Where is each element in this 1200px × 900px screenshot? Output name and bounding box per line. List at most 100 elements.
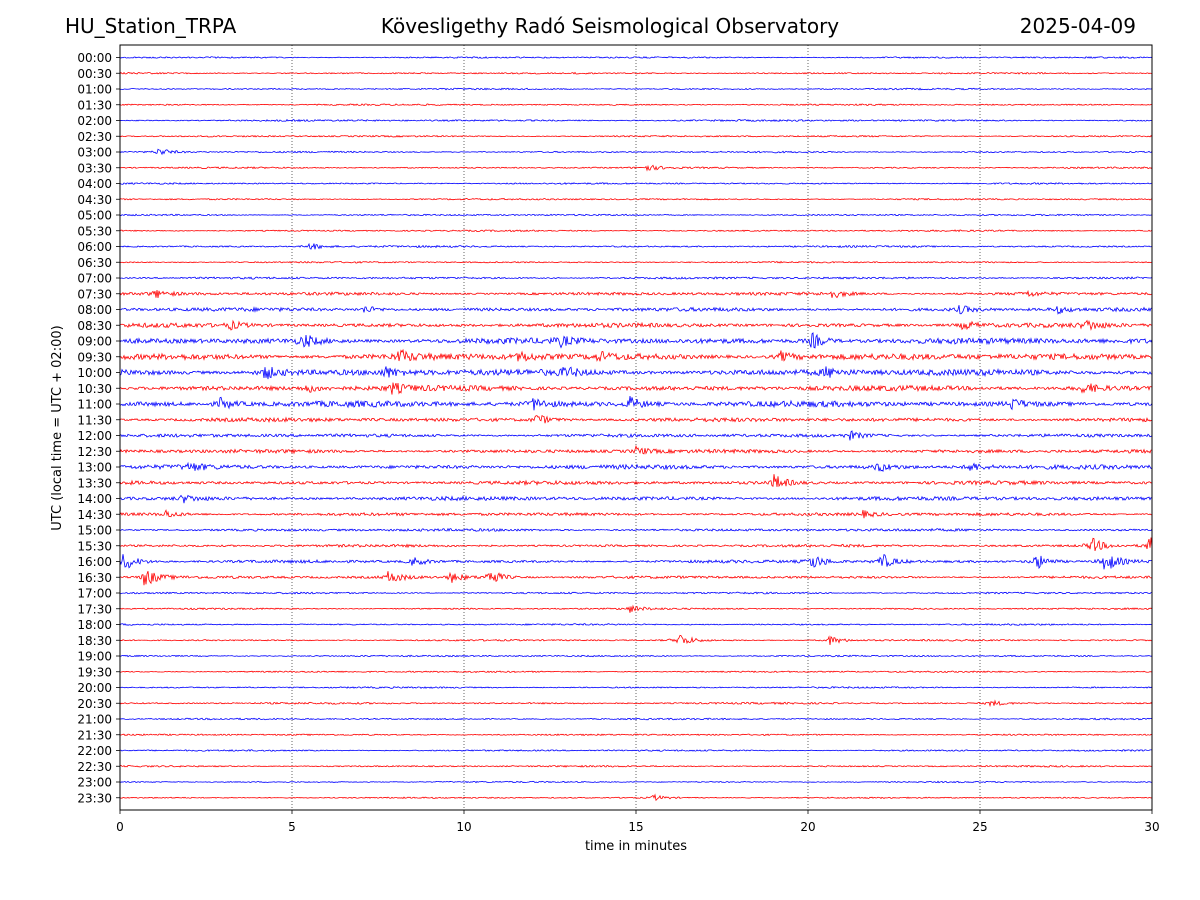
row-label: 08:00	[77, 303, 112, 317]
seismogram-traces	[119, 56, 1153, 802]
trace-1400	[119, 494, 1153, 504]
y-axis-label: UTC (local time = UTC + 02:00)	[50, 325, 65, 530]
time-grid	[291, 45, 981, 810]
row-label: 23:00	[77, 776, 112, 790]
trace-1130	[119, 414, 1153, 424]
row-label: 22:00	[77, 744, 112, 758]
row-label: 16:00	[77, 555, 112, 569]
trace-2130	[119, 733, 1153, 737]
row-label: 06:00	[77, 240, 112, 254]
row-label: 05:00	[77, 209, 112, 223]
trace-2100	[119, 717, 1153, 721]
trace-0600	[119, 242, 1153, 250]
row-label: 10:30	[77, 382, 112, 396]
row-label: 18:00	[77, 618, 112, 632]
row-label: 21:00	[77, 713, 112, 727]
trace-1800	[119, 623, 1153, 626]
row-label: 00:30	[77, 67, 112, 81]
row-label: 20:00	[77, 681, 112, 695]
row-label: 09:30	[77, 350, 112, 364]
row-label: 02:00	[77, 114, 112, 128]
row-label: 19:00	[77, 650, 112, 664]
trace-0200	[119, 118, 1153, 123]
trace-1930	[119, 670, 1153, 674]
row-label: 01:00	[77, 83, 112, 97]
row-label: 08:30	[77, 319, 112, 333]
row-label: 02:30	[77, 130, 112, 144]
row-label: 15:00	[77, 524, 112, 538]
row-label: 00:00	[77, 51, 112, 65]
row-label: 16:30	[77, 571, 112, 585]
observatory-title: Kövesligethy Radó Seismological Observat…	[380, 14, 840, 38]
trace-1630	[119, 571, 1153, 586]
row-label: 07:00	[77, 272, 112, 286]
trace-0300	[119, 148, 1153, 156]
x-tick-label: 10	[456, 820, 471, 834]
trace-1530	[119, 537, 1153, 552]
row-label: 18:30	[77, 634, 112, 648]
x-tick-label: 0	[116, 820, 124, 834]
trace-0700	[119, 276, 1153, 280]
row-label: 14:30	[77, 508, 112, 522]
trace-1100	[119, 395, 1153, 411]
trace-0230	[119, 134, 1153, 138]
row-label: 09:00	[77, 335, 112, 349]
trace-2000	[119, 686, 1153, 689]
trace-0800	[119, 305, 1153, 315]
x-axis-label: time in minutes	[585, 839, 687, 854]
trace-1430	[119, 509, 1153, 519]
trace-1230	[119, 444, 1153, 455]
x-tick-label: 20	[800, 820, 815, 834]
row-label: 06:30	[77, 256, 112, 270]
trace-0000	[119, 56, 1153, 59]
trace-1900	[119, 654, 1153, 658]
row-label: 23:30	[77, 791, 112, 805]
trace-0400	[119, 182, 1153, 185]
trace-1600	[119, 553, 1153, 570]
trace-0100	[119, 87, 1153, 91]
row-label: 01:30	[77, 98, 112, 112]
trace-2200	[119, 749, 1153, 752]
trace-2230	[119, 764, 1153, 768]
row-label: 15:30	[77, 539, 112, 553]
trace-1000	[119, 366, 1153, 380]
trace-0330	[119, 164, 1153, 172]
row-label: 19:30	[77, 665, 112, 679]
x-tick-label: 30	[1144, 820, 1159, 834]
row-label: 11:30	[77, 413, 112, 427]
x-tick-label: 5	[288, 820, 296, 834]
trace-2330	[119, 793, 1153, 802]
row-label: 22:30	[77, 760, 112, 774]
trace-0930	[119, 348, 1153, 362]
row-label: 13:30	[77, 476, 112, 490]
trace-0430	[119, 197, 1153, 201]
trace-0500	[119, 213, 1153, 217]
trace-2300	[119, 780, 1153, 784]
trace-0130	[119, 103, 1153, 107]
x-axis-ticks: 0 5 10 15 20 25 30	[116, 810, 1160, 834]
row-label: 12:00	[77, 429, 112, 443]
trace-1700	[119, 591, 1153, 595]
station-name: HU_Station_TRPA	[65, 14, 237, 38]
row-label: 07:30	[77, 287, 112, 301]
trace-0630	[119, 260, 1153, 264]
trace-1830	[119, 634, 1153, 645]
row-label: 10:00	[77, 366, 112, 380]
trace-1200	[119, 430, 1153, 441]
trace-1030	[119, 382, 1153, 395]
x-tick-label: 25	[972, 820, 987, 834]
trace-1500	[119, 527, 1153, 532]
row-label: 13:00	[77, 461, 112, 475]
trace-0030	[119, 71, 1153, 75]
trace-0830	[119, 319, 1153, 331]
row-label: 11:00	[77, 398, 112, 412]
row-label: 20:30	[77, 697, 112, 711]
trace-1730	[119, 604, 1153, 613]
row-label: 05:30	[77, 224, 112, 238]
row-label: 17:00	[77, 587, 112, 601]
trace-1330	[119, 474, 1153, 488]
row-label: 03:30	[77, 161, 112, 175]
x-tick-label: 15	[628, 820, 643, 834]
